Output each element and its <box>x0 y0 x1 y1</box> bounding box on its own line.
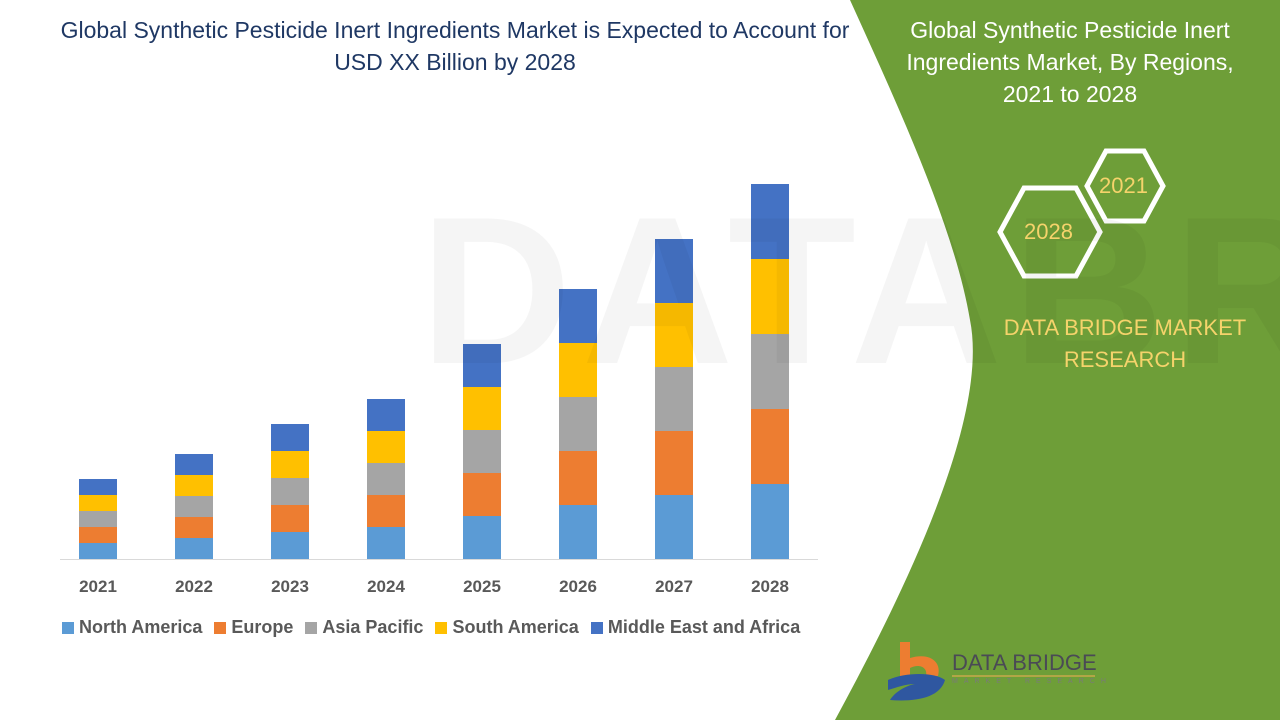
bar-segment-2026-middle-east-and-africa <box>559 289 597 343</box>
bar-segment-2024-europe <box>367 495 405 527</box>
bar-segment-2028-asia-pacific <box>751 334 789 409</box>
bar-segment-2021-north-america <box>79 543 117 559</box>
bar-segment-2024-south-america <box>367 431 405 463</box>
bar-segment-2023-north-america <box>271 532 309 559</box>
bar-segment-2024-middle-east-and-africa <box>367 399 405 431</box>
legend-swatch <box>62 621 74 634</box>
bar-segment-2022-north-america <box>175 538 213 559</box>
hexagon-2028 <box>997 185 1103 279</box>
bar-segment-2025-europe <box>463 473 501 516</box>
bar-segment-2027-north-america <box>655 495 693 559</box>
bar-segment-2028-north-america <box>751 484 789 559</box>
x-tick-label: 2023 <box>271 577 309 596</box>
legend-item: South America <box>435 617 579 638</box>
hex-label-2021: 2021 <box>1099 173 1148 198</box>
bar-segment-2026-asia-pacific <box>559 397 597 451</box>
legend-swatch <box>214 621 227 634</box>
logo-subtext: MARKET RESEARCH <box>952 678 1112 685</box>
bar-segment-2023-europe <box>271 505 309 532</box>
panel-title: Global Synthetic Pesticide Inert Ingredi… <box>906 17 1234 107</box>
legend-item: Middle East and Africa <box>590 617 801 638</box>
bar-segment-2025-north-america <box>463 516 501 559</box>
bar-segment-2021-europe <box>79 527 117 543</box>
bar-segment-2025-south-america <box>463 387 501 430</box>
bar-segment-2021-south-america <box>79 495 117 511</box>
x-tick-label: 2022 <box>175 577 213 596</box>
x-tick-label: 2021 <box>79 577 117 596</box>
logo-text: DATA BRIDGE <box>952 650 1097 675</box>
x-tick-label: 2027 <box>655 577 693 596</box>
bar-segment-2027-europe <box>655 431 693 495</box>
x-tick-label: 2025 <box>463 577 501 596</box>
bar-segment-2027-middle-east-and-africa <box>655 239 693 303</box>
bar-segment-2023-middle-east-and-africa <box>271 424 309 451</box>
legend-label: Asia Pacific <box>322 617 424 637</box>
bar-segment-2022-europe <box>175 517 213 538</box>
bar-segment-2025-middle-east-and-africa <box>463 344 501 387</box>
bar-segment-2027-south-america <box>655 303 693 367</box>
legend-label: Europe <box>231 617 294 637</box>
bar-segment-2023-asia-pacific <box>271 478 309 505</box>
bar-segment-2027-asia-pacific <box>655 367 693 431</box>
x-tick-label: 2028 <box>751 577 789 596</box>
bar-segment-2026-north-america <box>559 505 597 559</box>
bar-segment-2022-middle-east-and-africa <box>175 454 213 475</box>
chart-title: Global Synthetic Pesticide Inert Ingredi… <box>60 17 850 75</box>
legend-swatch <box>435 621 448 634</box>
bar-segment-2021-middle-east-and-africa <box>79 479 117 495</box>
legend-item: North America <box>62 617 202 638</box>
bar-segment-2028-middle-east-and-africa <box>751 184 789 259</box>
bar-segment-2021-asia-pacific <box>79 511 117 527</box>
legend-swatch <box>305 621 318 634</box>
bar-segment-2025-asia-pacific <box>463 430 501 473</box>
bar-segment-2024-asia-pacific <box>367 463 405 495</box>
bar-segment-2028-south-america <box>751 259 789 334</box>
bar-segment-2026-europe <box>559 451 597 505</box>
hexagon-2021 <box>1084 148 1166 224</box>
logo-mark <box>888 642 945 701</box>
bar-segment-2028-europe <box>751 409 789 484</box>
stacked-bar-chart: 2021 2022 2023 2024 2025 2026 2027 2028 <box>60 184 818 596</box>
bar-segment-2022-south-america <box>175 475 213 496</box>
green-panel <box>835 0 1280 720</box>
hex-label-2028: 2028 <box>1024 219 1073 244</box>
bar-segment-2022-asia-pacific <box>175 496 213 517</box>
legend-swatch <box>590 621 603 634</box>
legend-label: Middle East and Africa <box>607 617 801 637</box>
bar-segment-2023-south-america <box>271 451 309 478</box>
x-tick-label: 2024 <box>367 577 405 596</box>
bar-segment-2024-north-america <box>367 527 405 559</box>
legend-item: Asia Pacific <box>305 617 423 638</box>
legend: North America Europe Asia Pacific South Ame… <box>62 617 800 638</box>
brand-text: DATA BRIDGE MARKET RESEARCH <box>1003 315 1247 372</box>
x-tick-label: 2026 <box>559 577 597 596</box>
legend-label: South America <box>452 617 579 637</box>
legend-label: North America <box>79 617 203 637</box>
bar-segment-2026-south-america <box>559 343 597 397</box>
legend-item: Europe <box>214 617 293 638</box>
